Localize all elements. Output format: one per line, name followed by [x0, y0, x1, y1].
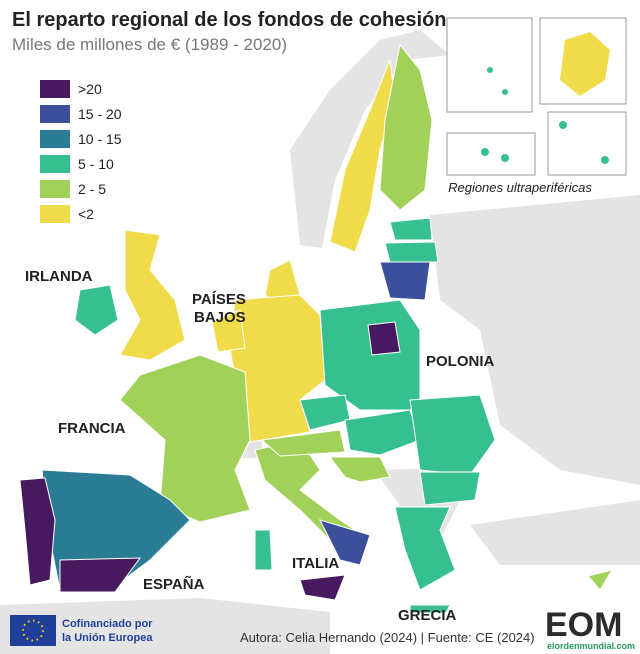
bulgaria [419, 471, 481, 506]
finland [379, 43, 433, 211]
legend-label: 15 - 20 [78, 106, 122, 122]
country-label: POLONIA [426, 353, 495, 370]
country-labels: IRLANDA PAÍSES BAJOS FRANCIA POLONIA ITA… [25, 268, 495, 624]
france [119, 354, 251, 523]
southern-italy [319, 519, 371, 566]
legend-swatch [40, 130, 70, 148]
legend-swatch [40, 155, 70, 173]
inset-box [446, 132, 536, 176]
credit: Autora: Celia Hernando (2024) | Fuente: … [240, 630, 535, 645]
island [559, 121, 567, 129]
inset-caption: Regiones ultraperiféricas [448, 180, 592, 195]
island [481, 148, 489, 156]
logo-mark: EOM [545, 606, 622, 644]
crete [409, 604, 451, 614]
island [487, 67, 493, 73]
sicily [299, 574, 346, 601]
eu-emblem: Cofinanciado por la Unión Europea [10, 615, 153, 646]
turkey [470, 500, 640, 565]
norway [290, 30, 450, 248]
legend-label: >20 [78, 81, 102, 97]
latvia [384, 241, 439, 263]
eu-text: Cofinanciado por [62, 618, 153, 630]
island [502, 89, 508, 95]
logo-site: elordenmundial.com [547, 641, 635, 651]
eu-regions [19, 43, 614, 614]
greece [394, 506, 456, 591]
lithuania [379, 261, 431, 301]
title: El reparto regional de los fondos de coh… [12, 9, 447, 31]
africa [0, 598, 330, 654]
legend-swatch [40, 180, 70, 198]
subtitle: Miles de millones de € (1989 - 2020) [12, 35, 287, 54]
poland-east [367, 321, 401, 356]
country-label: GRECIA [398, 607, 457, 624]
netherlands [211, 309, 246, 353]
poland [319, 299, 421, 411]
inset-box [547, 111, 627, 176]
croatia [329, 456, 391, 483]
romania [409, 394, 496, 476]
legend-swatch [40, 205, 70, 223]
sardinia [254, 529, 273, 571]
country-label: FRANCIA [58, 420, 126, 437]
portugal [19, 477, 56, 586]
guiana [560, 32, 610, 96]
legend: >20 15 - 20 10 - 15 5 - 10 2 - 5 <2 [40, 80, 122, 223]
hungary [344, 409, 421, 456]
legend-label: 10 - 15 [78, 131, 122, 147]
legend-label: <2 [78, 206, 94, 222]
legend-swatch [40, 105, 70, 123]
country-label: IRLANDA [25, 268, 93, 285]
eu-text: la Unión Europea [62, 632, 153, 644]
andalusia [59, 557, 142, 593]
island [601, 156, 609, 164]
country-label: PAÍSES [192, 291, 246, 308]
legend-label: 2 - 5 [78, 181, 106, 197]
country-label: ITALIA [292, 555, 339, 572]
island [501, 154, 509, 162]
austria [260, 429, 346, 457]
eastern-europe [430, 195, 640, 485]
insets: Regiones ultraperiféricas [446, 17, 627, 195]
estonia [389, 217, 433, 241]
cyprus [587, 569, 614, 591]
non-eu-land [0, 30, 640, 654]
inset-box [446, 17, 533, 113]
country-label: ESPAÑA [143, 575, 205, 593]
ireland [74, 284, 119, 336]
country-label: BAJOS [194, 309, 246, 326]
legend-label: 5 - 10 [78, 156, 114, 172]
legend-swatch [40, 80, 70, 98]
uk [119, 229, 186, 361]
eu-stars [22, 619, 44, 642]
